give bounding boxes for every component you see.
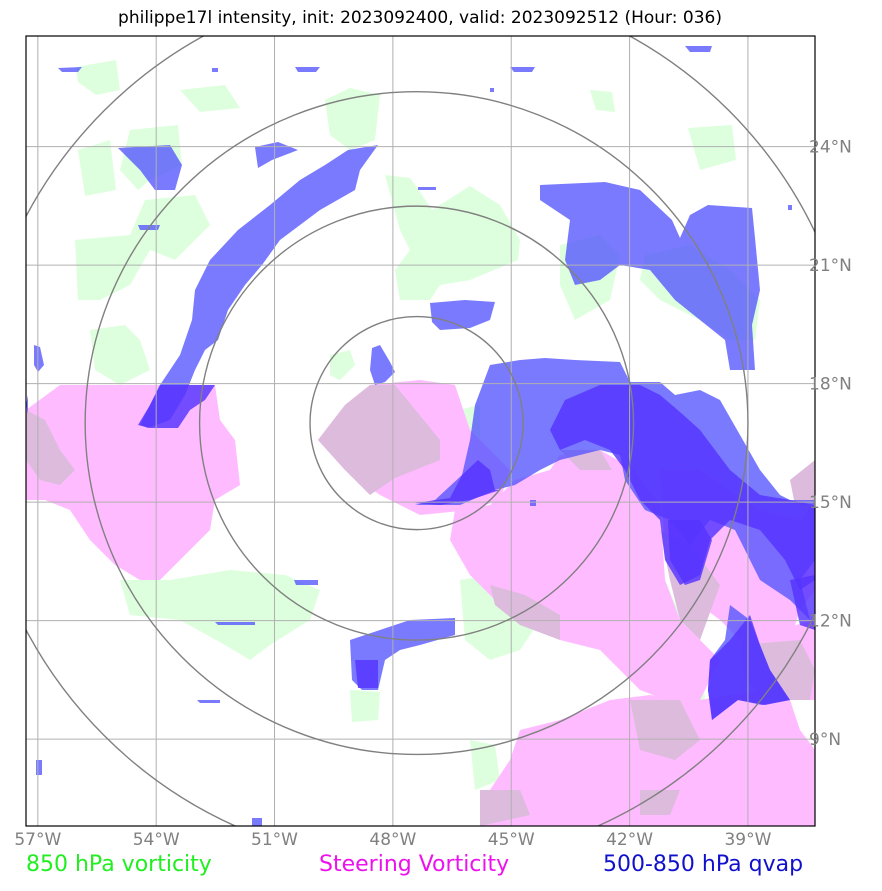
map-frame <box>25 35 816 827</box>
latitude-tick-label: 24°N <box>809 138 852 158</box>
legend-qvap: 500-850 hPa qvap <box>603 852 804 877</box>
longitude-tick-label: 54°W <box>133 830 180 850</box>
longitude-tick-label: 45°W <box>488 830 535 850</box>
qvap-strong-layer <box>138 385 815 720</box>
longitude-tick-label: 48°W <box>369 830 416 850</box>
map-title: philippe17l intensity, init: 2023092400,… <box>118 8 722 28</box>
longitude-tick-label: 42°W <box>606 830 653 850</box>
latitude-tick-label: 9°N <box>809 730 841 750</box>
latitude-tick-labels: 24°N 21°N 18°N 15°N 12°N 9°N <box>809 138 852 750</box>
range-rings <box>26 36 815 826</box>
longitude-tick-labels: 57°W 54°W 51°W 48°W 45°W 42°W 39°W <box>14 830 771 850</box>
longitude-tick-label: 51°W <box>251 830 298 850</box>
longitude-tick-label: 39°W <box>724 830 771 850</box>
range-ring <box>84 91 749 756</box>
legend-steering-vorticity: Steering Vorticity <box>319 852 510 877</box>
gridlines <box>26 36 815 826</box>
latitude-tick-label: 15°N <box>809 493 852 513</box>
longitude-tick-label: 57°W <box>14 830 61 850</box>
latitude-tick-label: 12°N <box>809 612 852 632</box>
latitude-tick-label: 18°N <box>809 375 852 395</box>
range-ring <box>198 205 635 641</box>
overlap-layer <box>26 385 815 826</box>
latitude-tick-label: 21°N <box>809 256 852 276</box>
range-ring <box>309 315 524 531</box>
legend-lowlevel-vorticity: 850 hPa vorticity <box>26 852 212 877</box>
